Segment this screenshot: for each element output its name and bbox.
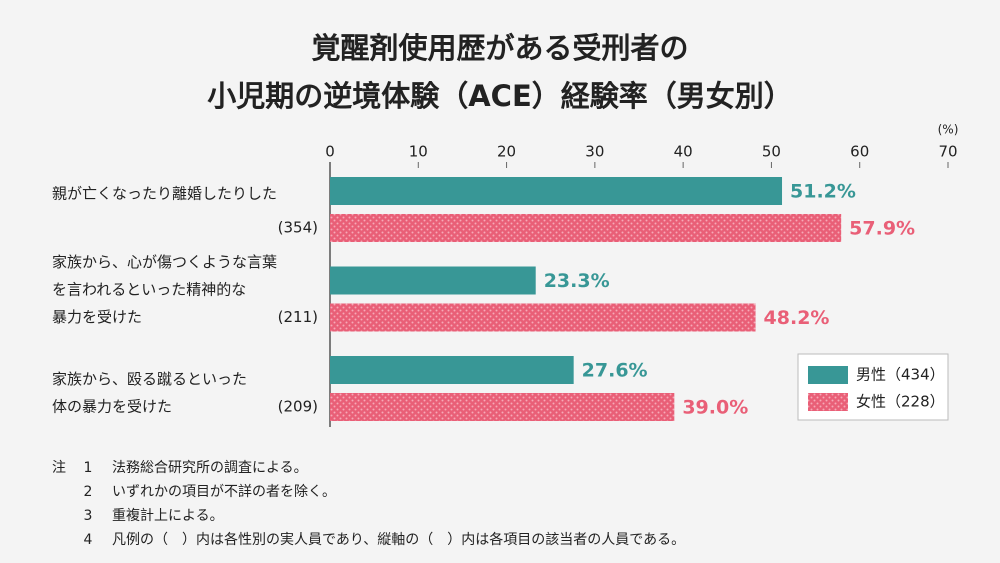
category-label: を言われるといった精神的な (52, 281, 246, 299)
legend-label: 男性（434） (856, 366, 945, 384)
value-label: 27.6% (582, 360, 648, 382)
category-count: (211) (278, 308, 318, 326)
value-label: 39.0% (682, 397, 748, 419)
category-count: (354) (278, 219, 318, 237)
bar (330, 214, 842, 242)
category-label: 暴力を受けた (52, 308, 142, 326)
chart-title: 覚醒剤使用歴がある受刑者の (311, 31, 688, 65)
x-tick-label: 0 (325, 143, 335, 161)
x-tick-label: 60 (850, 143, 869, 161)
value-label: 48.2% (764, 307, 830, 329)
note-text: 法務総合研究所の調査による。 (112, 460, 308, 476)
bar (330, 266, 536, 295)
bar (330, 356, 574, 384)
value-label: 51.2% (790, 181, 856, 203)
legend-swatch (808, 366, 848, 384)
x-tick-label: 50 (762, 143, 781, 161)
bar (330, 303, 756, 332)
category-count: (209) (278, 398, 318, 416)
note-text: 凡例の（ ）内は各性別の実人員であり、縦軸の（ ）内は各項目の該当者の人員である… (112, 532, 685, 548)
bar (330, 393, 675, 421)
x-tick-label: 20 (497, 143, 516, 161)
chart-title: 小児期の逆境体験（ACE）経験率（男女別） (207, 79, 793, 113)
note-text: 重複計上による。 (112, 507, 224, 524)
x-tick-label: 70 (938, 143, 957, 161)
x-tick-label: 40 (674, 143, 693, 161)
value-label: 57.9% (849, 218, 915, 240)
legend-label: 女性（228） (856, 393, 945, 411)
notes-label: 注 (52, 460, 66, 476)
value-label: 23.3% (544, 270, 610, 292)
category-label: 体の暴力を受けた (52, 398, 172, 416)
x-tick-label: 30 (585, 143, 604, 161)
category-label: 家族から、殴る蹴るといった (52, 370, 247, 388)
unit-label: (%) (938, 123, 959, 137)
x-tick-label: 10 (409, 143, 428, 161)
bar (330, 177, 783, 205)
category-label: 家族から、心が傷つくような言葉 (52, 253, 277, 271)
note-number: 1 (84, 460, 93, 476)
category-label: 親が亡くなったり離婚したりした (52, 185, 277, 203)
legend-swatch (808, 393, 848, 411)
note-number: 3 (84, 508, 93, 524)
note-number: 4 (84, 532, 93, 548)
note-text: いずれかの項目が不詳の者を除く。 (112, 484, 336, 500)
note-number: 2 (84, 484, 93, 500)
